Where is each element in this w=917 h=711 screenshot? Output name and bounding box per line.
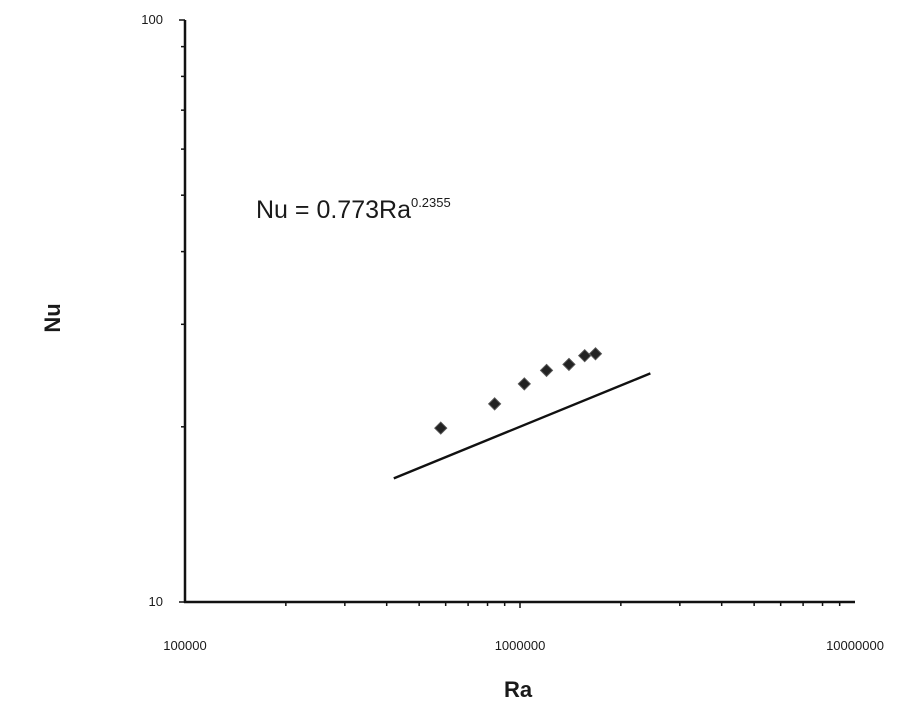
data-point xyxy=(487,397,502,411)
ticks xyxy=(179,19,841,608)
axes xyxy=(183,20,855,604)
y-tick-label: 10 xyxy=(149,594,163,609)
data-points xyxy=(434,347,603,435)
data-point xyxy=(517,377,532,391)
trendline-equation: Nu = 0.773Ra0.2355 xyxy=(256,195,451,224)
x-tick-label: 1000000 xyxy=(495,638,546,653)
trendline-group xyxy=(393,372,651,480)
equation-base: Nu = 0.773Ra xyxy=(256,196,411,224)
trendline xyxy=(393,372,651,480)
y-tick-label: 100 xyxy=(141,12,163,27)
data-point xyxy=(562,357,576,372)
data-point xyxy=(588,347,603,361)
x-tick-label: 10000000 xyxy=(826,638,884,653)
data-point xyxy=(539,363,554,378)
data-point xyxy=(434,421,448,435)
equation-exponent: 0.2355 xyxy=(411,195,451,210)
x-tick-label: 100000 xyxy=(163,638,206,653)
data-point xyxy=(577,348,592,363)
y-axis-title: Nu xyxy=(40,303,65,332)
x-axis-title: Ra xyxy=(504,677,533,702)
tick-labels: 100000 1000000 10000000 10 100 xyxy=(141,12,884,653)
